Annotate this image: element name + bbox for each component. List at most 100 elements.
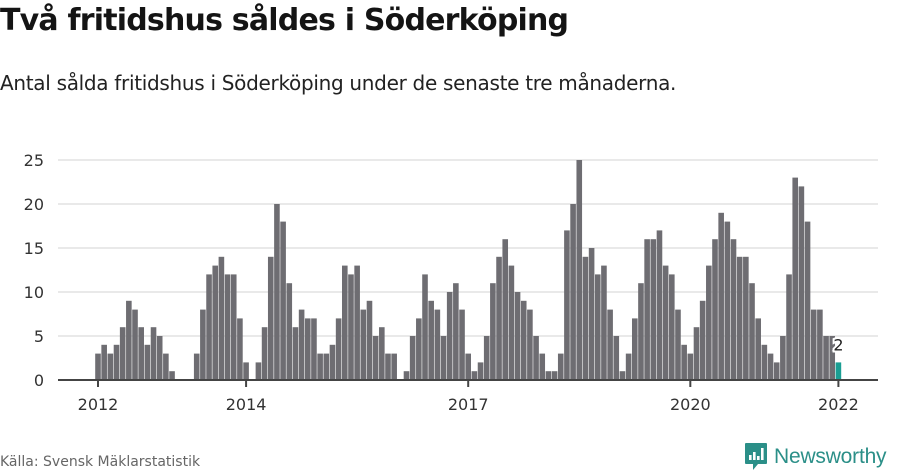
bar [564,230,570,380]
bar [292,327,299,380]
bar [113,344,120,380]
bar [736,256,743,380]
bar [650,239,657,380]
bar [323,353,330,380]
bar [582,256,589,380]
bar [286,283,293,380]
bar [514,292,521,380]
y-tick-label: 0 [34,371,44,390]
bar [712,239,718,380]
bar [619,371,626,380]
bar [810,309,817,380]
bar [156,336,163,380]
bar [539,353,546,380]
bar [138,327,144,380]
bar [150,327,157,380]
bar [409,336,416,380]
bar [218,256,225,380]
bar [761,344,768,380]
bar [169,371,175,380]
bar [786,274,792,380]
bar [718,212,724,380]
x-tick-label: 2017 [448,395,489,414]
bar [304,318,311,380]
bar [767,353,774,380]
bar [601,265,607,380]
bar [212,265,219,380]
bar [385,353,391,380]
bar [656,230,663,380]
latest-value-label: 2 [833,335,843,354]
bar [829,336,836,380]
bar [804,221,811,380]
bar [613,336,620,380]
newsworthy-logo: Newsworthy [744,442,887,472]
bar [126,300,132,380]
bar [224,274,231,380]
bar [348,274,354,380]
bar [391,353,397,380]
bar [520,300,527,380]
bar [483,336,490,380]
bar [693,327,700,380]
bar [638,283,644,380]
bar-latest [835,362,842,380]
bar [792,177,799,380]
bar [453,283,459,380]
bar [687,353,694,380]
bar [255,362,262,380]
bar [193,353,200,380]
x-tick-label: 2020 [670,395,711,414]
bar [508,265,515,380]
bar-chart: 0 5 10 15 20 25 2012 2014 2017 2020 2022 2 [0,140,900,420]
bar [446,292,453,380]
bar [403,371,410,380]
bar [372,336,379,380]
newsworthy-chart-icon [745,443,767,470]
y-tick-label: 10 [24,283,44,302]
bar [422,274,428,380]
bar [261,327,268,380]
y-tick-label: 5 [34,327,44,346]
bar [243,362,249,380]
x-tick-label: 2014 [226,395,267,414]
bar [237,318,243,380]
bar [440,336,447,380]
bar [477,362,484,380]
chart-canvas: 0 5 10 15 20 25 2012 2014 2017 2020 2022 2 [24,151,878,414]
x-tick-label: 2022 [818,395,859,414]
bar [354,265,360,380]
bar [557,353,564,380]
bar [699,300,706,380]
bar [780,336,786,380]
bar [311,318,317,380]
bar [662,265,669,380]
brand-name: Newsworthy [774,445,887,468]
bar [502,239,509,380]
bar [631,318,638,380]
y-tick-label: 15 [24,239,44,258]
bar [675,309,681,380]
bar [706,265,712,380]
bar [730,239,737,380]
bar [625,353,632,380]
chart-title: Två fritidshus såldes i Söderköping [0,3,569,38]
bar [107,353,114,380]
source-note: Källa: Svensk Mäklarstatistik [0,454,201,470]
bar [743,256,749,380]
bar [551,371,558,380]
bar [434,309,441,380]
chart-subtitle: Antal sålda fritidshus i Söderköping und… [0,71,677,95]
bar [681,344,687,380]
bar [588,248,595,380]
bar [545,371,552,380]
bar [755,318,761,380]
bar [749,283,755,380]
bar [594,274,601,380]
bar [230,274,237,380]
y-tick-label: 25 [24,151,44,170]
bar [329,344,336,380]
bar [132,309,138,380]
bar [798,186,805,380]
bar [298,309,305,380]
